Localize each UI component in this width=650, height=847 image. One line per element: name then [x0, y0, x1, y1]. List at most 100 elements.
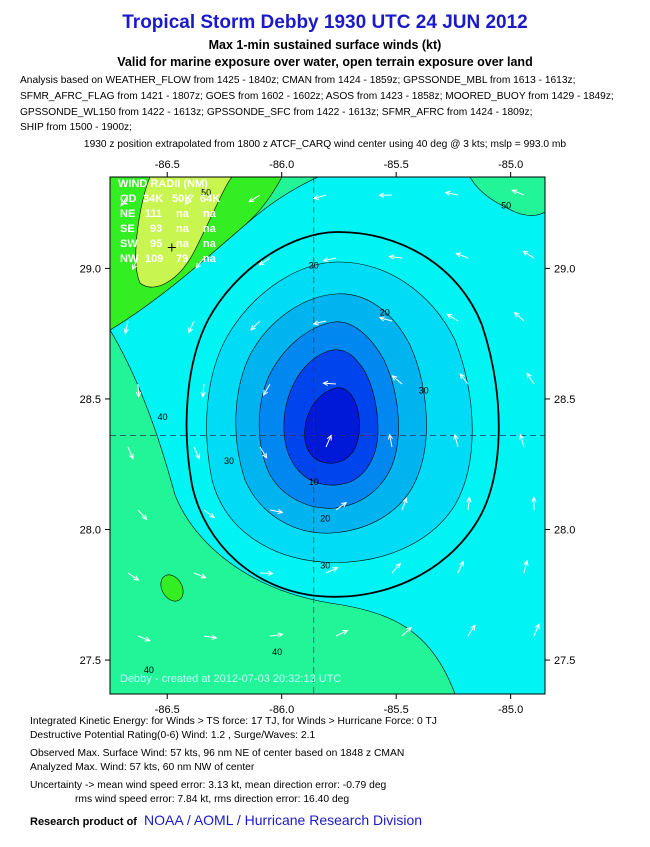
wind-vector [391, 563, 401, 574]
wind-vector-head [391, 375, 398, 381]
contour-label: 40 [158, 412, 168, 422]
uncertainty-text: Uncertainty -> mean wind speed error: 3.… [30, 780, 387, 791]
wind-vector [523, 560, 528, 574]
wind-vector [269, 509, 283, 513]
lat-tick-label-left: 28.5 [80, 394, 101, 406]
lon-tick-label-bottom: -85.5 [384, 704, 409, 716]
wind-radii-cell: 50K [172, 193, 192, 205]
wind-vector [335, 630, 348, 637]
observed-max-text: Observed Max. Surface Wind: 57 kts, 96 n… [30, 748, 405, 759]
wind-radii-cell: 64K [200, 193, 220, 205]
wind-vector [250, 320, 261, 331]
wind-vector [263, 383, 271, 396]
wind-vector-head [312, 320, 319, 326]
wind-vector-head [395, 562, 402, 569]
wind-radii-cell: na [203, 223, 217, 235]
wind-vector [459, 373, 469, 385]
wind-vector-head [184, 199, 191, 205]
page-title: Tropical Storm Debby 1930 UTC 24 JUN 201… [122, 12, 528, 33]
wind-vector-head [387, 433, 393, 440]
contour-fill-30-40-ne [469, 177, 545, 216]
wind-radii-cell: 34K [143, 193, 163, 205]
wind-radii-cell: na [176, 238, 190, 250]
wind-radii-cell: QD [120, 193, 137, 205]
subtitle-exposure: Valid for marine exposure over water, op… [117, 55, 533, 69]
wind-radii-cell: 109 [145, 253, 163, 265]
lat-tick-label-left: 28.0 [80, 525, 101, 537]
wind-radii-title: WIND RADII (NM) [118, 178, 208, 190]
wind-vector-head [250, 324, 256, 331]
wind-vector-head [120, 200, 126, 207]
wind-radii-cell: 93 [150, 223, 162, 235]
wind-vector [325, 567, 338, 574]
wind-radii-cell: na [203, 208, 217, 220]
wind-vector-head [531, 496, 537, 503]
research-org-link[interactable]: NOAA / AOML / Hurricane Research Divisio… [144, 812, 423, 828]
wind-radii-cell: NW [120, 253, 139, 265]
wind-vector-head [248, 197, 255, 203]
ike-text: Integrated Kinetic Energy: for Winds > T… [30, 716, 437, 727]
wind-vector [325, 435, 332, 448]
wind-vector-head [141, 514, 148, 521]
wind-vector-head [200, 573, 207, 579]
map-axes: -86.5 -86.5 -86.0 -86.0 -85.5 -85.5 -85.0 -85.0… [80, 159, 576, 716]
wind-vector [335, 502, 347, 511]
contour-line-30-bold [185, 231, 500, 598]
analysis-line: SFMR_AFRC_FLAG from 1421 - 1807z; GOES f… [20, 90, 614, 102]
wind-vector-head [453, 433, 459, 440]
contour-label: 50 [201, 187, 211, 197]
wind-radii-cell: SW [120, 238, 138, 250]
wind-vector [389, 255, 403, 259]
watermark: Debby - created at 2012-07-03 20:32:13 U… [120, 673, 341, 685]
wind-vector [323, 382, 337, 385]
wind-vector-head [523, 559, 529, 566]
wind-vector-head [209, 512, 216, 519]
wind-vector [533, 624, 540, 637]
wind-vectors [120, 189, 540, 642]
contour-label: 30 [224, 456, 234, 466]
wind-vector [249, 194, 261, 203]
position-note: 1930 z position extrapolated from 1800 z… [83, 139, 567, 150]
wind-vector [323, 257, 337, 262]
wind-vector-head [133, 575, 140, 581]
contour-label: 50 [501, 200, 511, 210]
wind-vector [467, 497, 470, 511]
lon-tick-label-bottom: -86.0 [269, 704, 294, 716]
wind-vector-head [262, 452, 268, 459]
wind-radii-cell: na [176, 208, 190, 220]
wind-vector [454, 434, 459, 448]
wind-vector-head [326, 434, 332, 441]
wind-vector-head [459, 560, 464, 567]
wind-vector-head [131, 264, 137, 271]
wind-vector [127, 446, 134, 459]
wind-vector [392, 375, 403, 385]
wind-vector-head [195, 262, 201, 269]
wind-vector-head [342, 630, 349, 635]
wind-vector-head [312, 194, 319, 200]
wind-radii-cell: NE [120, 208, 135, 220]
wind-vector-head [513, 311, 520, 318]
wind-vector [127, 572, 139, 581]
lon-tick-label-top: -85.0 [498, 159, 523, 171]
wind-radii-cell: na [203, 238, 217, 250]
wind-vector [456, 252, 469, 259]
wind-vector [512, 189, 525, 196]
wind-vector-head [144, 636, 151, 642]
wind-vector-head [277, 509, 284, 515]
wind-vector [401, 626, 412, 637]
research-prefix: Research product of [30, 816, 137, 828]
wind-vector-head [263, 389, 269, 396]
wind-vector [124, 320, 129, 334]
wind-vector [457, 561, 464, 574]
wind-vector-head [378, 316, 385, 322]
wind-vector-head [267, 570, 274, 576]
wind-vector [120, 194, 129, 206]
contour-fill-50-nw [135, 177, 233, 288]
wind-vector-head [123, 328, 129, 335]
wind-field: 50 50 30 20 40 30 30 10 20 30 40 40 WIND RADII (NM)… [110, 177, 545, 694]
wind-vector [313, 320, 327, 325]
wind-vector-head [402, 497, 408, 504]
wind-radii-cell: 79 [176, 253, 188, 265]
analysis-line: GPSSONDE_WL150 from 1422 - 1613z; GPSSON… [20, 106, 533, 118]
lon-tick-label-top: -85.5 [384, 159, 409, 171]
